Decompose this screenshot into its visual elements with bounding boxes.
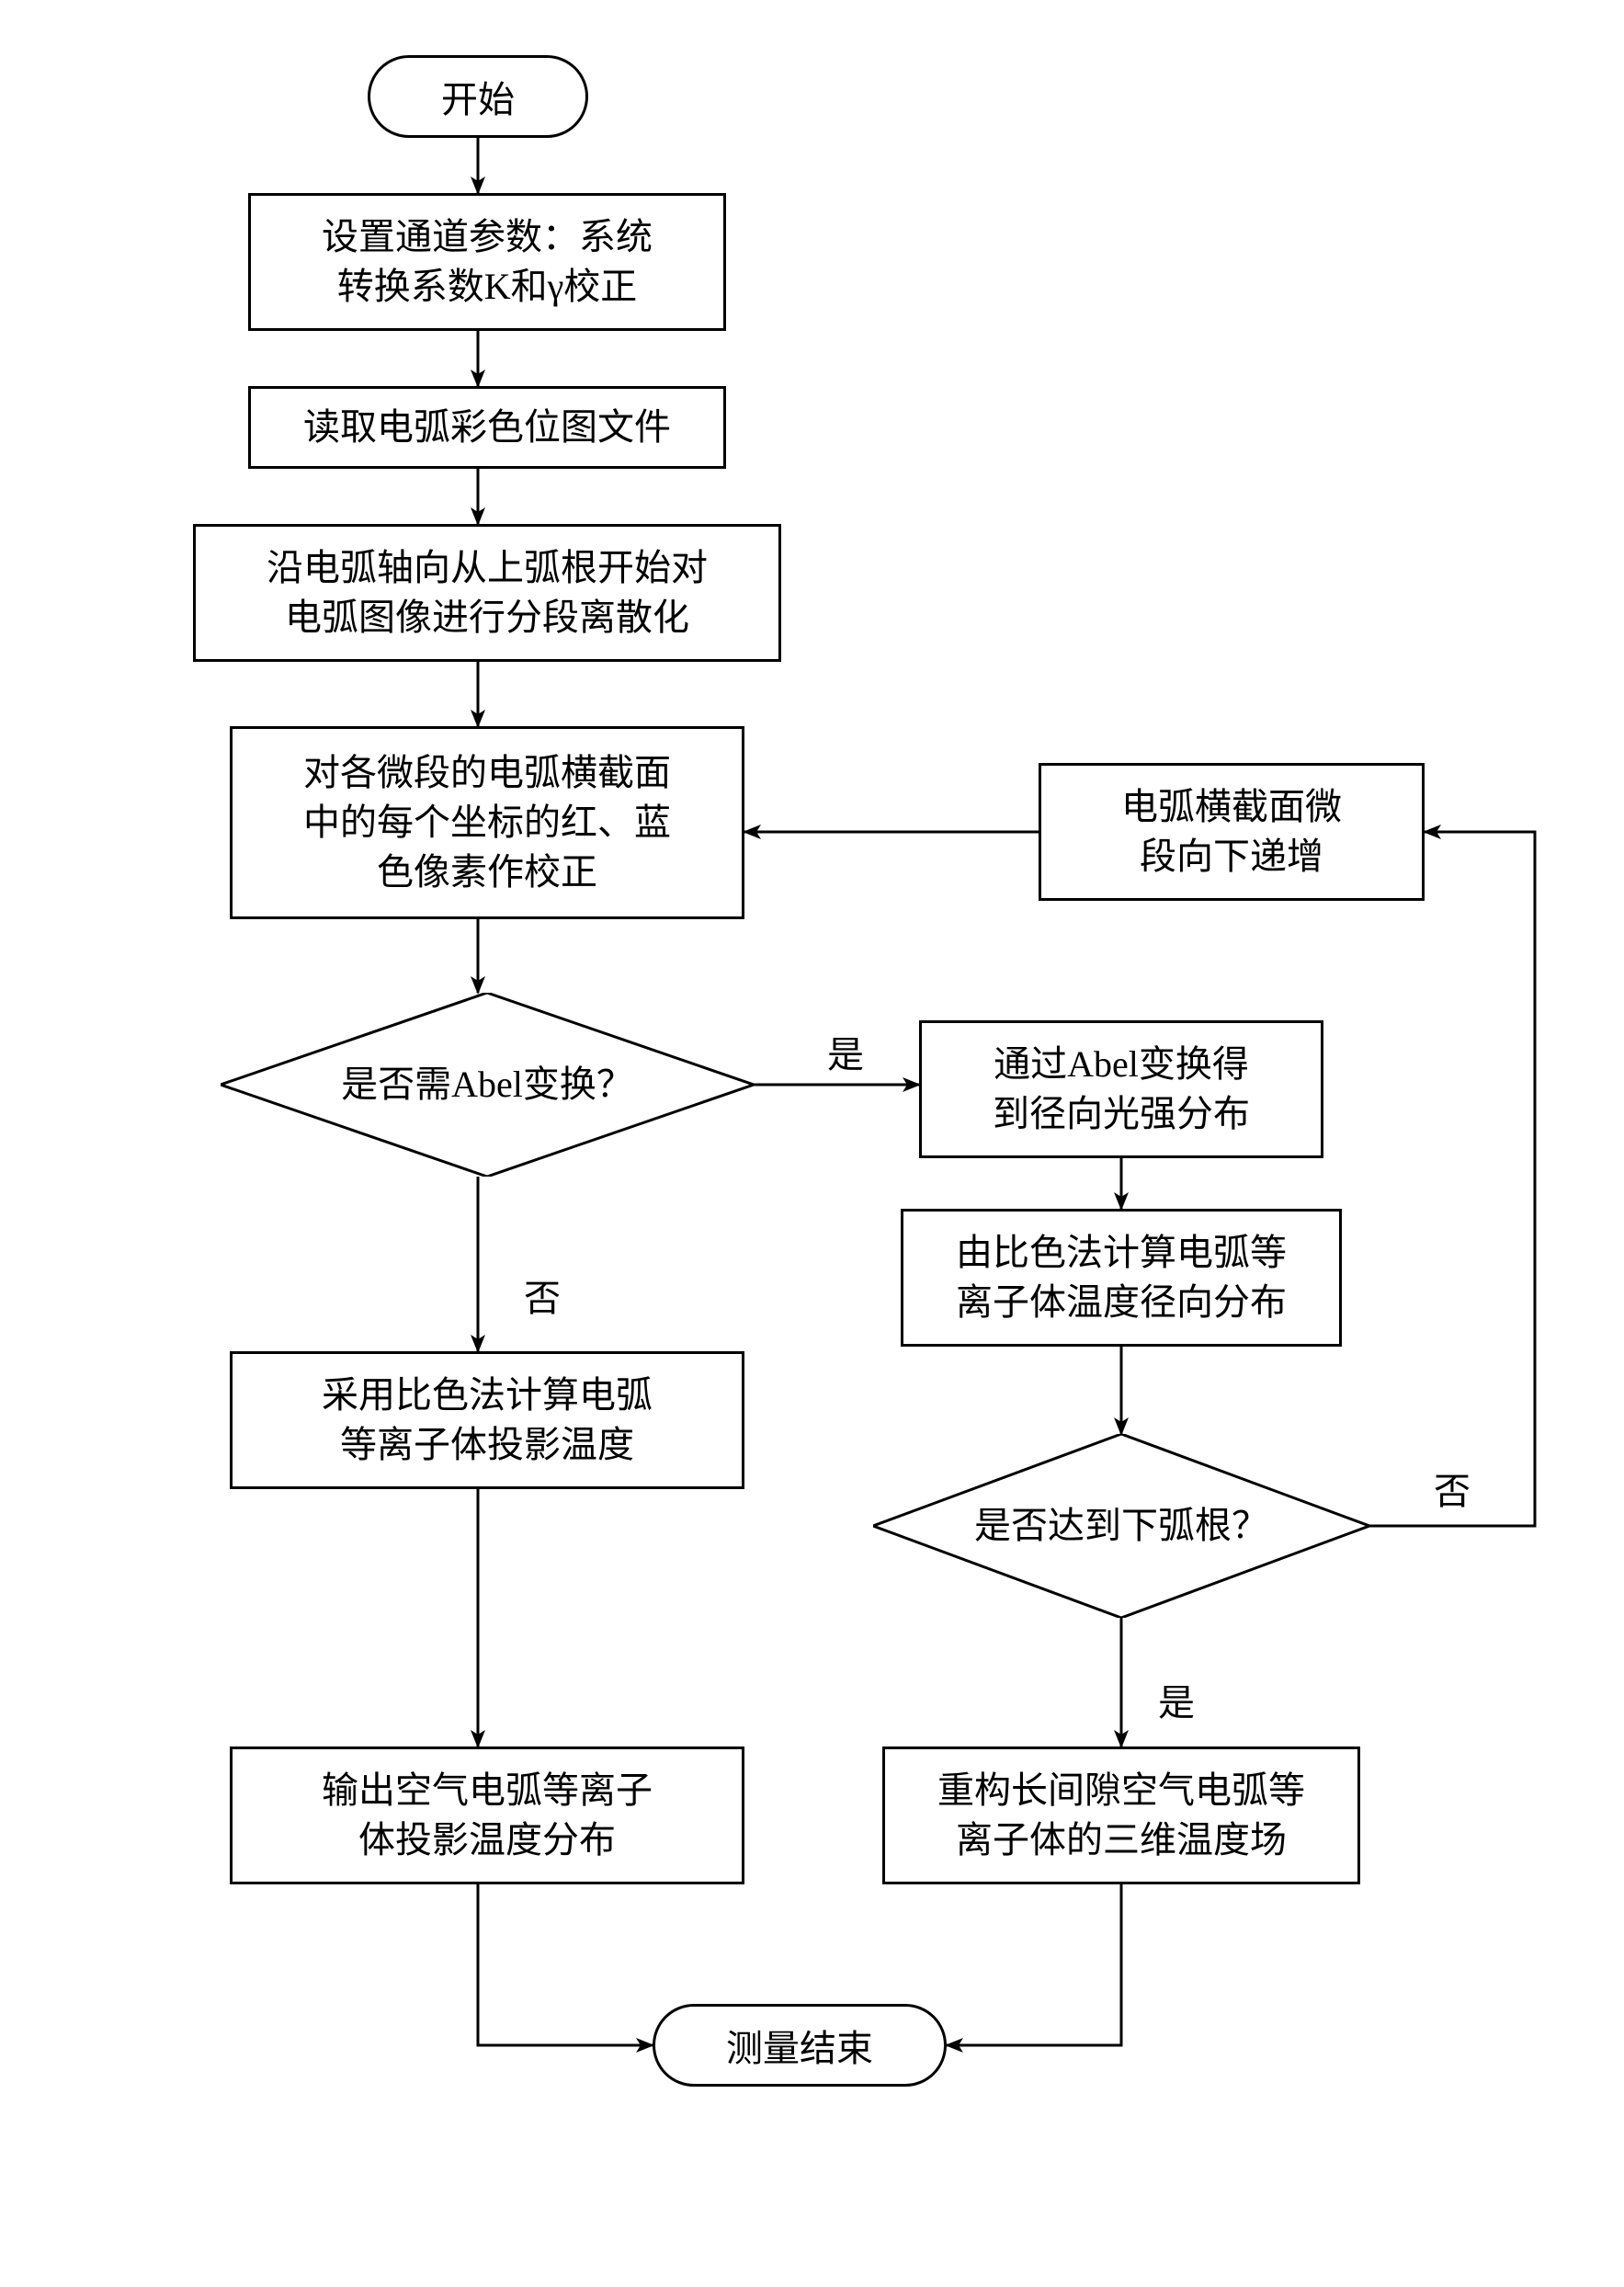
lower-root-decision-diamond: 是否达到下弧根？ [873, 1434, 1369, 1618]
edge-label: 否 [1434, 1462, 1471, 1515]
radial-temp-calc-box: 由比色法计算电弧等 离子体温度径向分布 [901, 1209, 1342, 1347]
node-text: 采用比色法计算电弧 等离子体投影温度 [322, 1371, 653, 1470]
node-text: 重构长间隙空气电弧等 离子体的三维温度场 [937, 1766, 1305, 1865]
increment-segment-box: 电弧横截面微 段向下递增 [1039, 763, 1425, 901]
end-terminator: 测量结束 [653, 2004, 947, 2087]
abel-decision-diamond: 是否需Abel变换？ [221, 993, 754, 1177]
node-text: 输出空气电弧等离子 体投影温度分布 [322, 1766, 653, 1865]
pixel-correction-box: 对各微段的电弧横截面 中的每个坐标的红、蓝 色像素作校正 [230, 726, 744, 919]
edge-label: 是 [827, 1025, 864, 1078]
reconstruct-3d-box: 重构长间隙空气电弧等 离子体的三维温度场 [882, 1747, 1360, 1884]
abel-transform-box: 通过Abel变换得 到径向光强分布 [919, 1020, 1323, 1158]
flow-edge [478, 1884, 653, 2045]
node-text: 读取电弧彩色位图文件 [303, 403, 671, 452]
node-text: 设置通道参数：系统 转换系数K和γ校正 [322, 212, 653, 312]
node-text: 通过Abel变换得 到径向光强分布 [993, 1040, 1250, 1139]
node-text: 沿电弧轴向从上弧根开始对 电弧图像进行分段离散化 [267, 543, 708, 643]
output-dist-box: 输出空气电弧等离子 体投影温度分布 [230, 1747, 744, 1884]
decision-text: 是否达到下弧根？ [974, 1502, 1268, 1550]
node-text: 对各微段的电弧横截面 中的每个坐标的红、蓝 色像素作校正 [303, 748, 671, 897]
edge-label: 是 [1158, 1673, 1195, 1726]
projection-temp-calc-box: 采用比色法计算电弧 等离子体投影温度 [230, 1351, 744, 1489]
end-label: 测量结束 [726, 2019, 873, 2072]
node-text: 由比色法计算电弧等 离子体温度径向分布 [956, 1228, 1287, 1327]
set-channel-params-box: 设置通道参数：系统 转换系数K和γ校正 [248, 193, 726, 331]
node-text: 电弧横截面微 段向下递增 [1121, 782, 1342, 882]
edge-label: 否 [524, 1269, 561, 1322]
flow-edge [947, 1884, 1121, 2045]
read-arc-bitmap-box: 读取电弧彩色位图文件 [248, 386, 726, 469]
start-terminator: 开始 [368, 55, 588, 138]
decision-text: 是否需Abel变换？ [341, 1061, 633, 1109]
flow-edge [1369, 832, 1535, 1526]
start-label: 开始 [441, 70, 515, 123]
segment-discretize-box: 沿电弧轴向从上弧根开始对 电弧图像进行分段离散化 [193, 524, 781, 662]
